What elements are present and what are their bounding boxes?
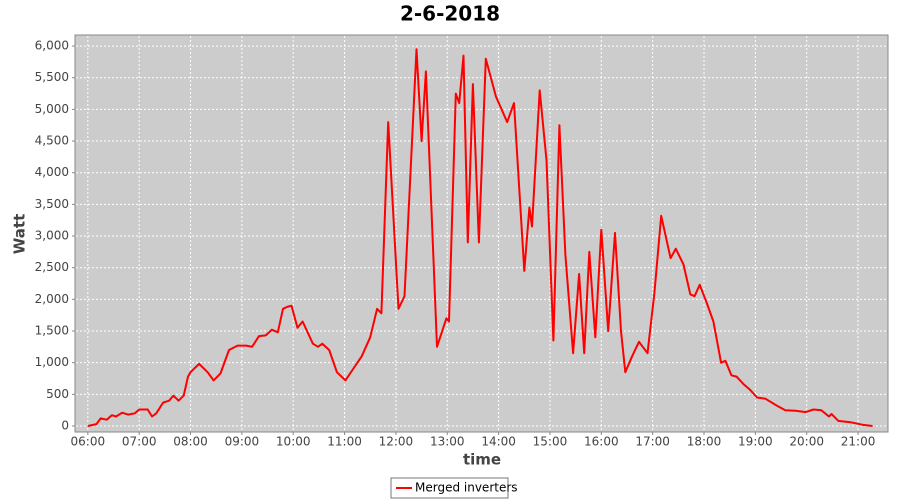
- plot-area: [74, 34, 889, 433]
- y-tick-label: 4,500: [35, 134, 69, 148]
- y-tick-label: 2,000: [35, 292, 69, 306]
- x-tick-label: 10:00: [276, 435, 311, 449]
- x-tick-label: 12:00: [379, 435, 414, 449]
- chart-title: 2-6-2018: [400, 2, 500, 26]
- y-tick-label: 0: [61, 418, 69, 432]
- x-tick-label: 21:00: [841, 435, 876, 449]
- data-line: [87, 48, 873, 427]
- y-tick-label: 3,000: [35, 229, 69, 243]
- legend-label: Merged inverters: [415, 481, 518, 495]
- x-tick-label: 19:00: [738, 435, 773, 449]
- y-tick-label: 1,000: [35, 355, 69, 369]
- x-tick-label: 07:00: [122, 435, 157, 449]
- x-tick-label: 06:00: [71, 435, 106, 449]
- y-tick-label: 4,000: [35, 165, 69, 179]
- x-tick-label: 17:00: [635, 435, 670, 449]
- y-axis-label: Watt: [11, 214, 29, 254]
- x-tick-label: 18:00: [687, 435, 722, 449]
- y-tick-label: 2,500: [35, 260, 69, 274]
- x-tick-label: 13:00: [430, 435, 465, 449]
- x-tick-label: 09:00: [225, 435, 260, 449]
- x-tick-label: 14:00: [481, 435, 516, 449]
- x-tick-label: 15:00: [533, 435, 568, 449]
- x-axis-label: time: [463, 451, 501, 469]
- y-tick-label: 1,500: [35, 324, 69, 338]
- y-tick-label: 3,500: [35, 197, 69, 211]
- y-tick-label: 5,000: [35, 102, 69, 116]
- y-tick-label: 6,000: [35, 39, 69, 53]
- x-tick-label: 11:00: [327, 435, 362, 449]
- x-tick-label: 16:00: [584, 435, 619, 449]
- legend-box: [390, 477, 509, 499]
- y-tick-label: 500: [46, 387, 69, 401]
- x-tick-label: 20:00: [789, 435, 824, 449]
- x-tick-label: 08:00: [173, 435, 208, 449]
- y-tick-label: 5,500: [35, 70, 69, 84]
